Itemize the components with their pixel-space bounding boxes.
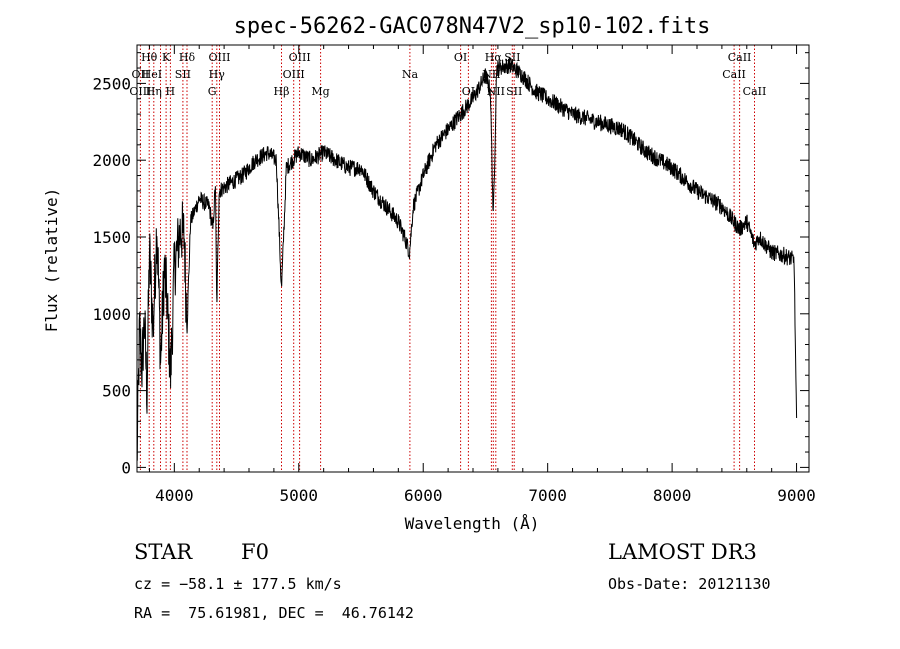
line-label: CaII (728, 51, 752, 64)
x-tick-label: 7000 (528, 486, 567, 505)
y-axis-label: Flux (relative) (42, 188, 61, 333)
x-tick-label: 4000 (155, 486, 194, 505)
line-label: OIII (129, 85, 151, 98)
line-label: Mg (311, 85, 329, 98)
object-class: STAR (134, 540, 193, 564)
x-tick-label: 6000 (404, 486, 443, 505)
line-label: OIII (289, 51, 311, 64)
plot-frame (136, 44, 810, 473)
y-tick-label: 0 (121, 458, 131, 477)
line-label: CaII (722, 68, 746, 81)
spectrum-line (136, 57, 798, 461)
y-tick-label: 2500 (92, 74, 131, 93)
line-label: Hγ (209, 68, 226, 81)
line-label: SII (506, 85, 522, 98)
line-label: OIII (283, 68, 305, 81)
spectrum-series (136, 57, 798, 461)
line-label: Hβ (274, 85, 290, 98)
line-label: OI (462, 85, 475, 98)
line-label: CaII (743, 85, 767, 98)
survey-name: LAMOST DR3 (608, 540, 757, 564)
line-label: OI (454, 51, 467, 64)
x-axis-label: Wavelength (Å) (405, 514, 540, 533)
line-label: Hθ (141, 51, 158, 64)
object-subclass: F0 (241, 540, 269, 564)
x-tick-label: 5000 (280, 486, 319, 505)
emission-line-markers (139, 45, 755, 472)
line-label: K (162, 51, 171, 64)
line-label: NII (482, 68, 500, 81)
line-label: OIII (208, 51, 230, 64)
y-tick-label: 500 (102, 382, 131, 401)
y-tick-label: 1500 (92, 228, 131, 247)
line-label: Na (402, 68, 419, 81)
ra-dec: RA = 75.61981, DEC = 46.76142 (134, 604, 414, 622)
observation-date: Obs-Date: 20121130 (608, 575, 771, 593)
x-axis: 4000 5000 6000 7000 8000 9000 (148, 45, 816, 505)
y-axis: 0 500 1000 1500 2000 2500 (92, 52, 809, 477)
chart-title: spec-56262-GAC078N47V2_sp10-102.fits (234, 14, 711, 39)
line-label: Hδ (179, 51, 196, 64)
line-label: Hη (146, 85, 162, 98)
line-label: Hα (485, 51, 503, 64)
line-label: OII (132, 68, 150, 81)
y-tick-label: 1000 (92, 305, 131, 324)
line-label: H (166, 85, 176, 98)
x-tick-label: 9000 (777, 486, 816, 505)
line-label: G (208, 85, 217, 98)
line-label: SII (504, 51, 520, 64)
y-tick-label: 2000 (92, 151, 131, 170)
redshift-cz: cz = −58.1 ± 177.5 km/s (134, 575, 342, 593)
line-label: SII (175, 68, 191, 81)
x-tick-label: 8000 (653, 486, 692, 505)
line-label: HeI (142, 68, 162, 81)
line-label: NII (487, 85, 505, 98)
